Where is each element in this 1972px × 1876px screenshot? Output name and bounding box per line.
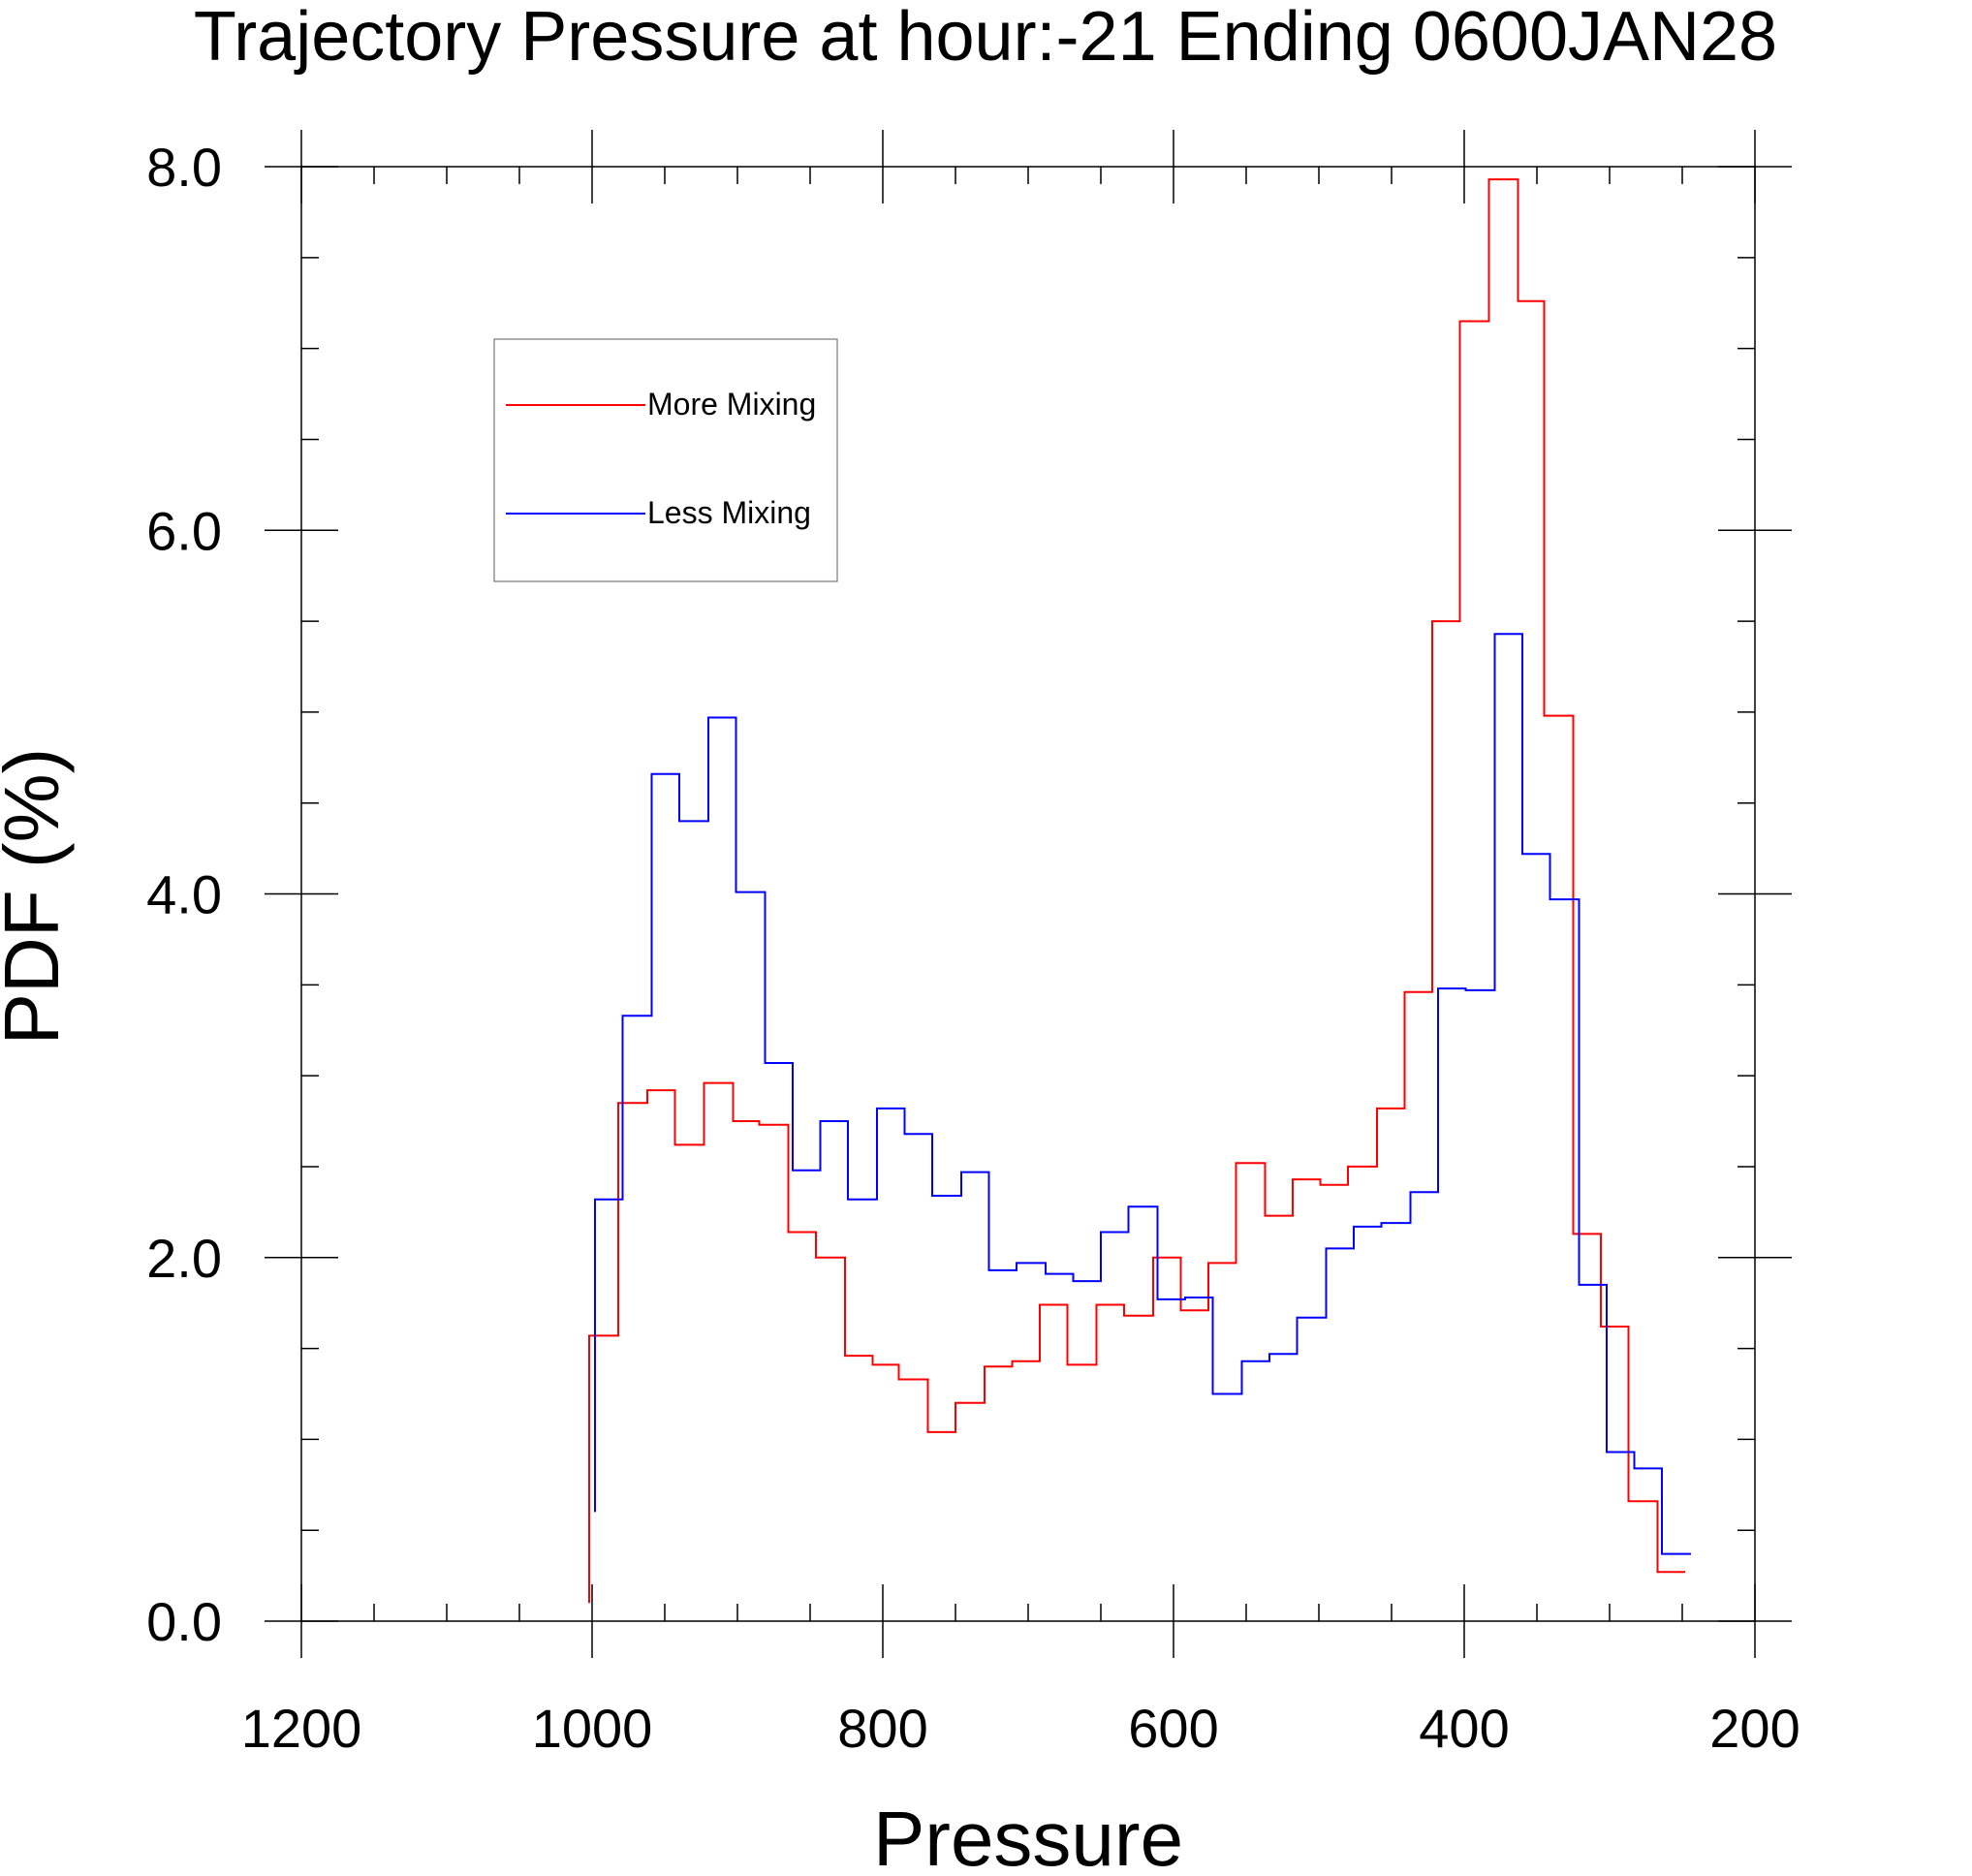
- legend-label-more-mixing: More Mixing: [647, 387, 816, 422]
- y-tick-label: 6.0: [146, 500, 222, 561]
- y-tick-label: 2.0: [146, 1228, 222, 1289]
- series-layer: [588, 178, 1691, 1604]
- chart-title: Trajectory Pressure at hour:-21 Ending 0…: [194, 0, 1777, 76]
- x-tick-label: 800: [837, 1698, 927, 1759]
- x-axis-ticks: 1200 1000 800 600 400 200: [241, 130, 1800, 1759]
- x-tick-label: 200: [1709, 1698, 1800, 1759]
- legend-box: [493, 338, 838, 582]
- x-tick-label: 400: [1419, 1698, 1509, 1759]
- legend: More Mixing Less Mixing: [493, 338, 838, 582]
- x-tick-label: 600: [1128, 1698, 1218, 1759]
- legend-label-less-mixing: Less Mixing: [647, 495, 811, 530]
- y-axis-title: PDF (%): [0, 748, 75, 1046]
- series-line-less-mixing: [594, 633, 1691, 1555]
- x-tick-label: 1200: [241, 1698, 362, 1759]
- y-tick-label: 8.0: [146, 137, 222, 198]
- x-axis-title: Pressure: [873, 1796, 1183, 1876]
- series-line-more-mixing: [588, 178, 1685, 1604]
- y-axis-ticks: 0.0 2.0 4.0 6.0 8.0: [146, 137, 1792, 1652]
- x-tick-label: 1000: [532, 1698, 653, 1759]
- y-tick-label: 4.0: [146, 864, 222, 925]
- y-tick-label: 0.0: [146, 1591, 222, 1652]
